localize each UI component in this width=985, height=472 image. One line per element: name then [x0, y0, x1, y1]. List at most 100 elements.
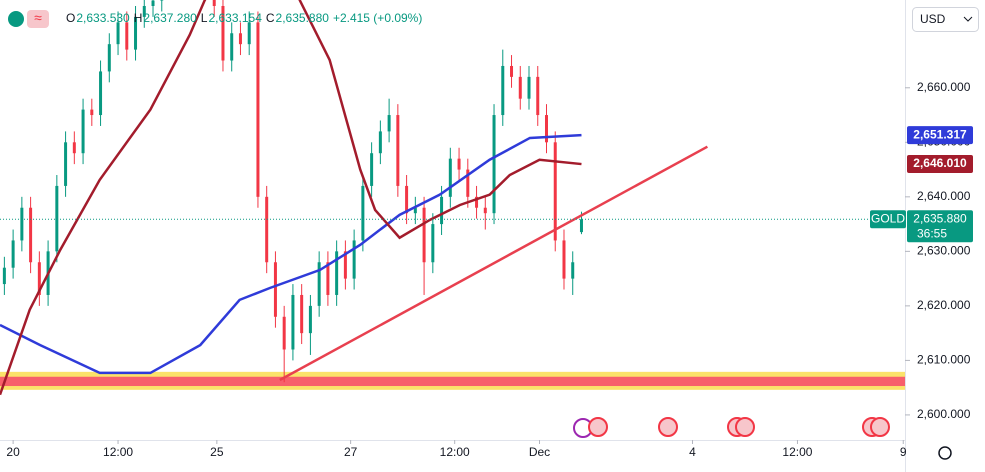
- symbol-badge: [870, 210, 906, 229]
- dropdown-caret: [963, 16, 973, 22]
- currency-label: USD: [920, 12, 946, 26]
- legend-change: +2.415 (+0.09%): [333, 11, 422, 25]
- candle-body: [352, 240, 356, 279]
- plot-area: [0, 0, 905, 396]
- moving-average: [0, 133, 582, 375]
- candle-body: [501, 65, 505, 116]
- candle-body: [55, 185, 59, 252]
- candle-body: [90, 109, 94, 116]
- candle-body: [81, 109, 85, 154]
- indicator-glyph: ≈: [34, 10, 42, 26]
- currency-select[interactable]: [912, 7, 979, 32]
- candle-body: [475, 196, 479, 208]
- x-tick-label: 4: [689, 445, 696, 459]
- candle-body: [142, 5, 146, 17]
- legend-key: L: [201, 11, 208, 25]
- x-tick-label: 20: [6, 445, 20, 459]
- x-tick-label: Dec: [529, 445, 550, 459]
- candle-body: [387, 115, 391, 132]
- candle-body: [256, 22, 260, 197]
- candle-body: [562, 240, 566, 279]
- candle-body: [221, 5, 225, 61]
- candle-body: [483, 207, 487, 214]
- candle-body: [116, 22, 120, 45]
- candle-body: [2, 267, 6, 285]
- candle-body: [466, 169, 470, 197]
- candle-body: [212, 0, 216, 6]
- candle-body: [29, 207, 33, 263]
- candle-body: [431, 224, 435, 263]
- candle-body: [151, 0, 155, 6]
- candle-body: [396, 115, 400, 186]
- price-badge-label: 2,651.317: [913, 127, 967, 141]
- y-tick-label: 2,660.000: [917, 80, 971, 94]
- x-tick-label: 25: [210, 445, 224, 459]
- candle-body: [308, 305, 312, 334]
- trend-line: [279, 145, 708, 382]
- candle-body: [370, 153, 374, 186]
- indicator-icon[interactable]: [27, 10, 49, 28]
- x-tick-label: 27: [344, 445, 358, 459]
- event-icons: [573, 417, 890, 438]
- candle-body: [326, 262, 330, 295]
- candle-body: [125, 22, 129, 50]
- candle-body: [238, 33, 242, 45]
- candle-body: [265, 196, 269, 263]
- candle-body: [37, 262, 41, 295]
- candle-body: [448, 158, 452, 197]
- y-tick-label: 2,630.000: [917, 244, 971, 258]
- candle-body: [378, 131, 382, 154]
- legend-value: 2,633.154: [208, 11, 262, 25]
- candle-body: [457, 158, 461, 170]
- candle-body: [527, 76, 531, 99]
- candle-body: [361, 185, 365, 241]
- legend-key: O: [66, 11, 75, 25]
- y-tick-label: 2,610.000: [917, 353, 971, 367]
- candle-body: [160, 0, 164, 1]
- symbol-label: GOLD: [871, 211, 905, 225]
- candle-body: [99, 71, 103, 116]
- price-badge: [907, 126, 973, 145]
- candle-body: [536, 76, 540, 116]
- candle-body: [335, 251, 339, 295]
- moving-average: [0, 0, 582, 396]
- candle-body: [343, 251, 347, 279]
- candle-body: [510, 65, 514, 77]
- candle-body: [571, 262, 575, 279]
- candle-body: [413, 207, 417, 214]
- status-icon[interactable]: [8, 11, 24, 27]
- candle-body: [20, 207, 24, 241]
- candle-body: [440, 196, 444, 225]
- countdown-label: 36:55: [917, 226, 947, 240]
- candle-body: [492, 115, 496, 214]
- candle-body: [317, 262, 321, 306]
- support-zone: [0, 376, 905, 387]
- y-tick-label: 2,600.000: [917, 407, 971, 421]
- candle-body: [282, 316, 286, 350]
- candle-body: [291, 294, 295, 350]
- candle-body: [247, 22, 251, 45]
- last-price-badge: [907, 210, 973, 243]
- candle-body: [300, 294, 304, 334]
- x-tick-label: 12:00: [440, 445, 470, 459]
- candle-body: [518, 76, 522, 99]
- price-badge: [907, 155, 973, 174]
- candle-body: [72, 142, 76, 154]
- price-badge-label: 2,646.010: [913, 156, 967, 170]
- y-tick-label: 2,620.000: [917, 298, 971, 312]
- candle-body: [64, 142, 68, 186]
- candle-body: [230, 33, 234, 61]
- x-tick-label: 12:00: [103, 445, 133, 459]
- candle-body: [273, 262, 277, 317]
- legend-key: C: [266, 11, 275, 25]
- x-tick-label: 9: [900, 445, 907, 459]
- candle-body: [405, 185, 409, 214]
- candle-body: [579, 219, 583, 233]
- ohlc-legend: O 2,633.530 H 2,637.280 L 2,633.154 C 2,635.880…: [66, 11, 422, 25]
- settings-icon[interactable]: [938, 446, 952, 460]
- candle-body: [553, 142, 557, 241]
- y-tick-label: 2,640.000: [917, 189, 971, 203]
- candle-body: [11, 240, 15, 268]
